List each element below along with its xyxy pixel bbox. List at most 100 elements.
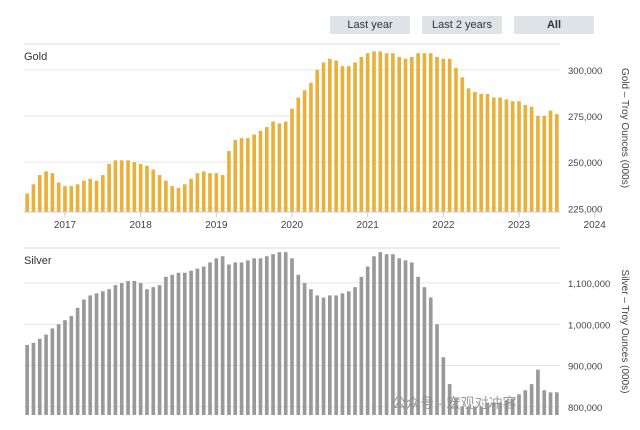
- silver-bar: [359, 276, 364, 415]
- gold-bar: [44, 171, 48, 212]
- gold-bar: [37, 175, 42, 212]
- range-button-last-2-years[interactable]: Last 2 years: [422, 16, 502, 34]
- silver-bar: [504, 400, 509, 415]
- silver-bar: [164, 276, 168, 415]
- range-button-all[interactable]: All: [514, 16, 594, 34]
- gold-bar: [409, 56, 414, 212]
- silver-bar: [397, 258, 402, 415]
- silver-y-tick-label: 1,000,000: [568, 320, 610, 331]
- gold-bar: [523, 104, 528, 212]
- silver-bar: [473, 406, 477, 415]
- gold-x-tick-label: 2023: [508, 220, 531, 231]
- silver-y-tick-label: 1,100,000: [568, 279, 610, 290]
- gold-y-tick-label: 225,000: [568, 204, 602, 215]
- silver-bar: [182, 272, 187, 415]
- gold-bar: [208, 173, 212, 212]
- silver-bar: [138, 283, 143, 415]
- silver-bar: [157, 285, 162, 415]
- gold-x-tick-label: 2018: [130, 220, 153, 231]
- gold-bar: [353, 62, 357, 212]
- gold-panel: Gold 225,000 250,000 275,000 300,000 2017 201…: [24, 43, 630, 231]
- gold-bar: [315, 69, 320, 212]
- silver-bar: [441, 357, 446, 415]
- silver-bar: [548, 392, 553, 415]
- gold-bar: [403, 58, 408, 213]
- silver-bar: [88, 295, 93, 415]
- gold-x-tick-label: 2019: [205, 220, 228, 231]
- silver-bar: [220, 256, 225, 415]
- silver-bar: [315, 295, 320, 415]
- gold-bar: [126, 160, 130, 212]
- gold-x-tick-label: 2020: [281, 220, 304, 231]
- silver-bar: [391, 254, 395, 415]
- gold-bar: [157, 175, 162, 212]
- silver-bar: [466, 406, 471, 415]
- gold-bar: [214, 173, 219, 212]
- silver-bar: [277, 252, 282, 415]
- silver-bar: [151, 287, 156, 415]
- gold-bar: [56, 182, 61, 212]
- silver-bar: [542, 390, 547, 415]
- gold-bar: [201, 171, 206, 212]
- silver-bar: [510, 398, 515, 415]
- silver-bar: [302, 283, 307, 415]
- gold-bar: [164, 180, 168, 212]
- gold-bar: [454, 68, 458, 212]
- gold-bar: [479, 93, 484, 212]
- gold-bar: [359, 56, 364, 212]
- range-button-last-year[interactable]: Last year: [330, 16, 410, 34]
- gold-bar: [132, 162, 137, 212]
- gold-bar: [416, 53, 420, 212]
- gold-bar: [258, 130, 263, 212]
- gold-bar: [246, 138, 250, 212]
- silver-bar: [485, 402, 490, 415]
- silver-bar: [119, 283, 124, 415]
- gold-bar: [138, 164, 143, 212]
- silver-bar: [334, 295, 338, 415]
- gold-bar: [321, 62, 326, 212]
- gold-bar: [82, 180, 86, 212]
- silver-bar: [479, 406, 484, 415]
- gold-bar: [365, 53, 370, 212]
- silver-bar: [498, 402, 502, 415]
- silver-bar: [435, 324, 439, 415]
- silver-bar: [246, 260, 250, 415]
- silver-bar: [340, 293, 345, 415]
- gold-bar: [189, 178, 193, 212]
- silver-bar: [50, 328, 55, 415]
- gold-bar: [378, 51, 383, 213]
- silver-bar: [447, 384, 452, 415]
- watermark: 公众号 · 宏观对冲客: [392, 395, 517, 411]
- gold-bar: [422, 53, 427, 212]
- silver-bar: [409, 262, 414, 415]
- silver-chart-title: Silver: [24, 255, 52, 267]
- gold-bar: [435, 56, 439, 212]
- gold-bar: [88, 178, 93, 212]
- silver-bar: [214, 258, 219, 415]
- gold-bar: [195, 173, 200, 212]
- silver-bar: [56, 324, 61, 415]
- silver-bar: [491, 402, 496, 415]
- gold-y-tick-label: 300,000: [568, 66, 602, 77]
- gold-bar: [170, 186, 175, 212]
- gold-bar: [510, 101, 515, 212]
- silver-bar: [44, 334, 48, 415]
- silver-bar: [37, 338, 42, 415]
- gold-y-axis-title: Gold – Troy Ounces (000s): [619, 68, 630, 188]
- gold-bar: [397, 56, 402, 212]
- silver-bar: [372, 256, 376, 415]
- gold-bar: [277, 123, 282, 212]
- gold-bar: [372, 51, 376, 213]
- silver-bar: [195, 268, 200, 415]
- silver-bar: [170, 274, 175, 415]
- gold-bar: [227, 151, 231, 212]
- gold-bar: [264, 127, 269, 212]
- gold-bar: [498, 97, 502, 212]
- silver-bar: [328, 295, 332, 415]
- gold-chart-title: Gold: [24, 51, 47, 63]
- silver-bar: [555, 392, 559, 415]
- silver-bar: [403, 260, 408, 415]
- gold-y-tick-label: 275,000: [568, 112, 602, 123]
- silver-bar: [176, 272, 181, 415]
- silver-bar: [239, 262, 244, 415]
